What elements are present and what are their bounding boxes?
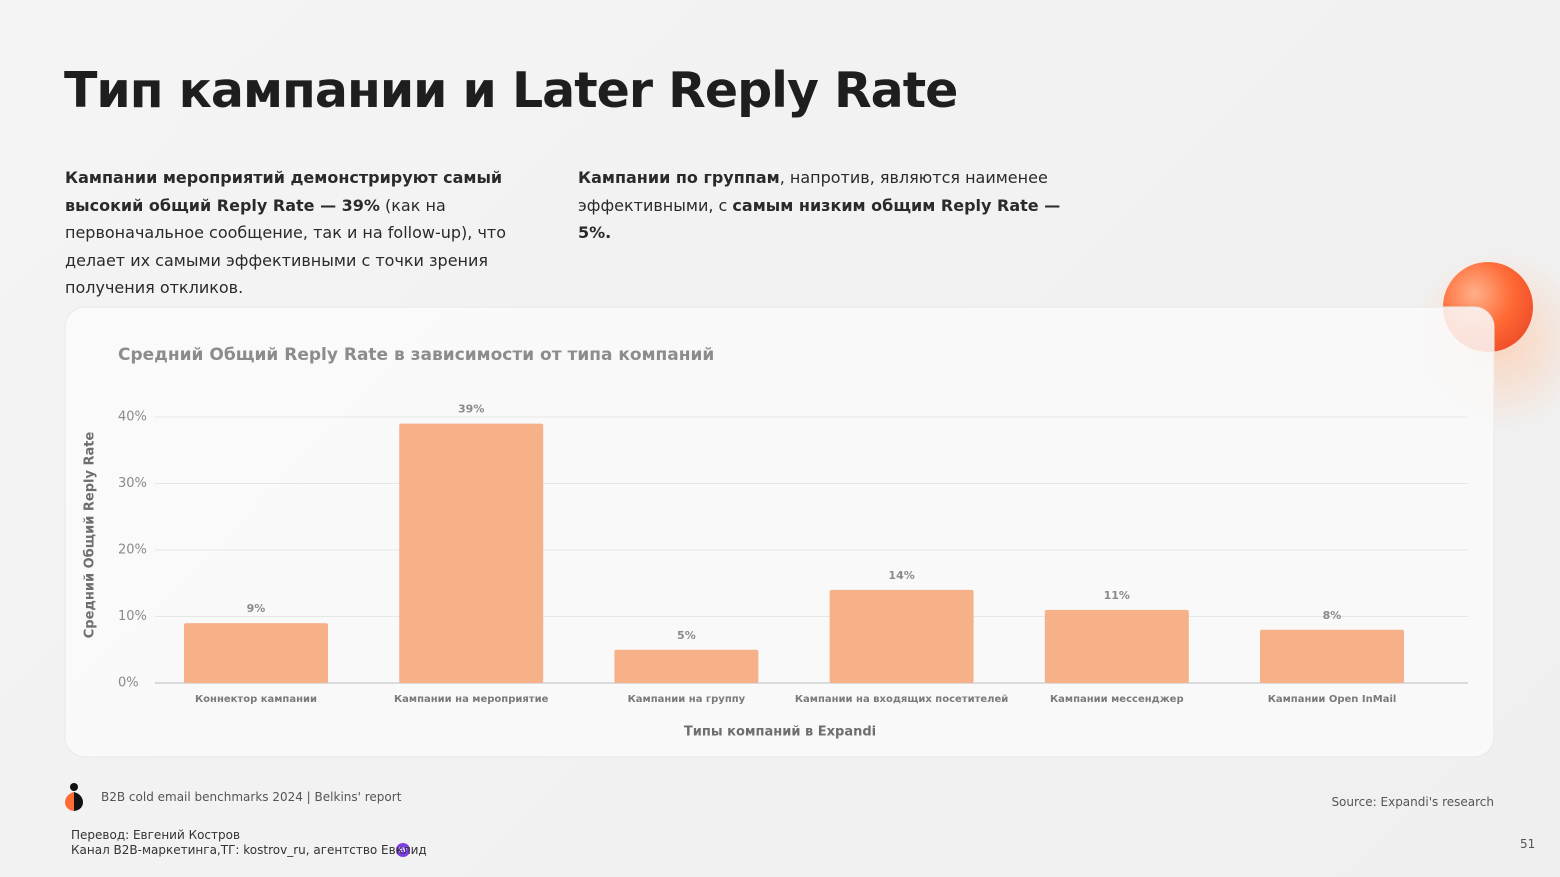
x-tick-label: Кампании на входящих посетителей: [795, 694, 1008, 705]
value-label: 14%: [888, 569, 914, 582]
bar: [184, 623, 328, 683]
y-tick-label: 40%: [118, 410, 147, 425]
bar: [1044, 609, 1189, 683]
y-axis-title: Средний Общий Reply Rate: [83, 432, 98, 639]
x-tick-label: Коннектор кампании: [195, 694, 317, 705]
x-tick-label: Кампании на мероприятие: [394, 694, 549, 705]
value-label: 39%: [458, 403, 484, 416]
slide-title: Тип кампании и Later Reply Rate: [64, 62, 958, 119]
report-note: B2B cold email benchmarks 2024 | Belkins…: [101, 790, 402, 804]
x-axis-title: Типы компаний в Expandi: [684, 725, 876, 740]
y-tick-label: 20%: [118, 543, 147, 558]
translator: Перевод: Евгений Костров: [71, 828, 241, 842]
paragraph: Кампании по группам, напротив, являются …: [578, 164, 1068, 247]
source-note: Source: Expandi's research: [1331, 795, 1494, 809]
x-tick-label: Кампании Open InMail: [1268, 694, 1397, 705]
text-run: самым низким общим Reply Rate — 5%.: [578, 195, 1061, 243]
text-run: Кампании мероприятий демонстрируют самый…: [65, 168, 503, 215]
y-tick-label: 30%: [118, 476, 147, 491]
text-run: Кампании по группам: [578, 168, 780, 187]
text-run: , напротив, являются наименее эффективны…: [578, 168, 1048, 215]
badge-text: EV: [399, 847, 408, 854]
channel: Канал B2B-маркетинга,ТГ: kostrov_ru, аге…: [71, 843, 427, 857]
badge: [396, 843, 410, 857]
logo: [65, 783, 83, 811]
chart-card: [64, 306, 1495, 758]
x-tick-label: Кампании мессенджер: [1050, 694, 1184, 705]
bar: [1260, 629, 1404, 683]
page-number: 51: [1520, 837, 1536, 851]
text-run: (как на первоначальное сообщение, так и …: [65, 195, 507, 298]
bar: [399, 423, 544, 683]
paragraph: Кампании мероприятий демонстрируют самый…: [65, 164, 555, 302]
value-label: 11%: [1104, 589, 1130, 602]
y-tick-label: 0%: [118, 676, 139, 691]
y-tick-label: 10%: [118, 609, 147, 624]
bar: [829, 589, 974, 683]
value-label: 9%: [247, 602, 266, 615]
bar: [614, 649, 759, 683]
value-label: 5%: [677, 629, 696, 642]
chart-title: Средний Общий Reply Rate в зависимости о…: [118, 345, 714, 365]
value-label: 8%: [1323, 609, 1342, 622]
x-tick-label: Кампании на группу: [628, 694, 746, 705]
